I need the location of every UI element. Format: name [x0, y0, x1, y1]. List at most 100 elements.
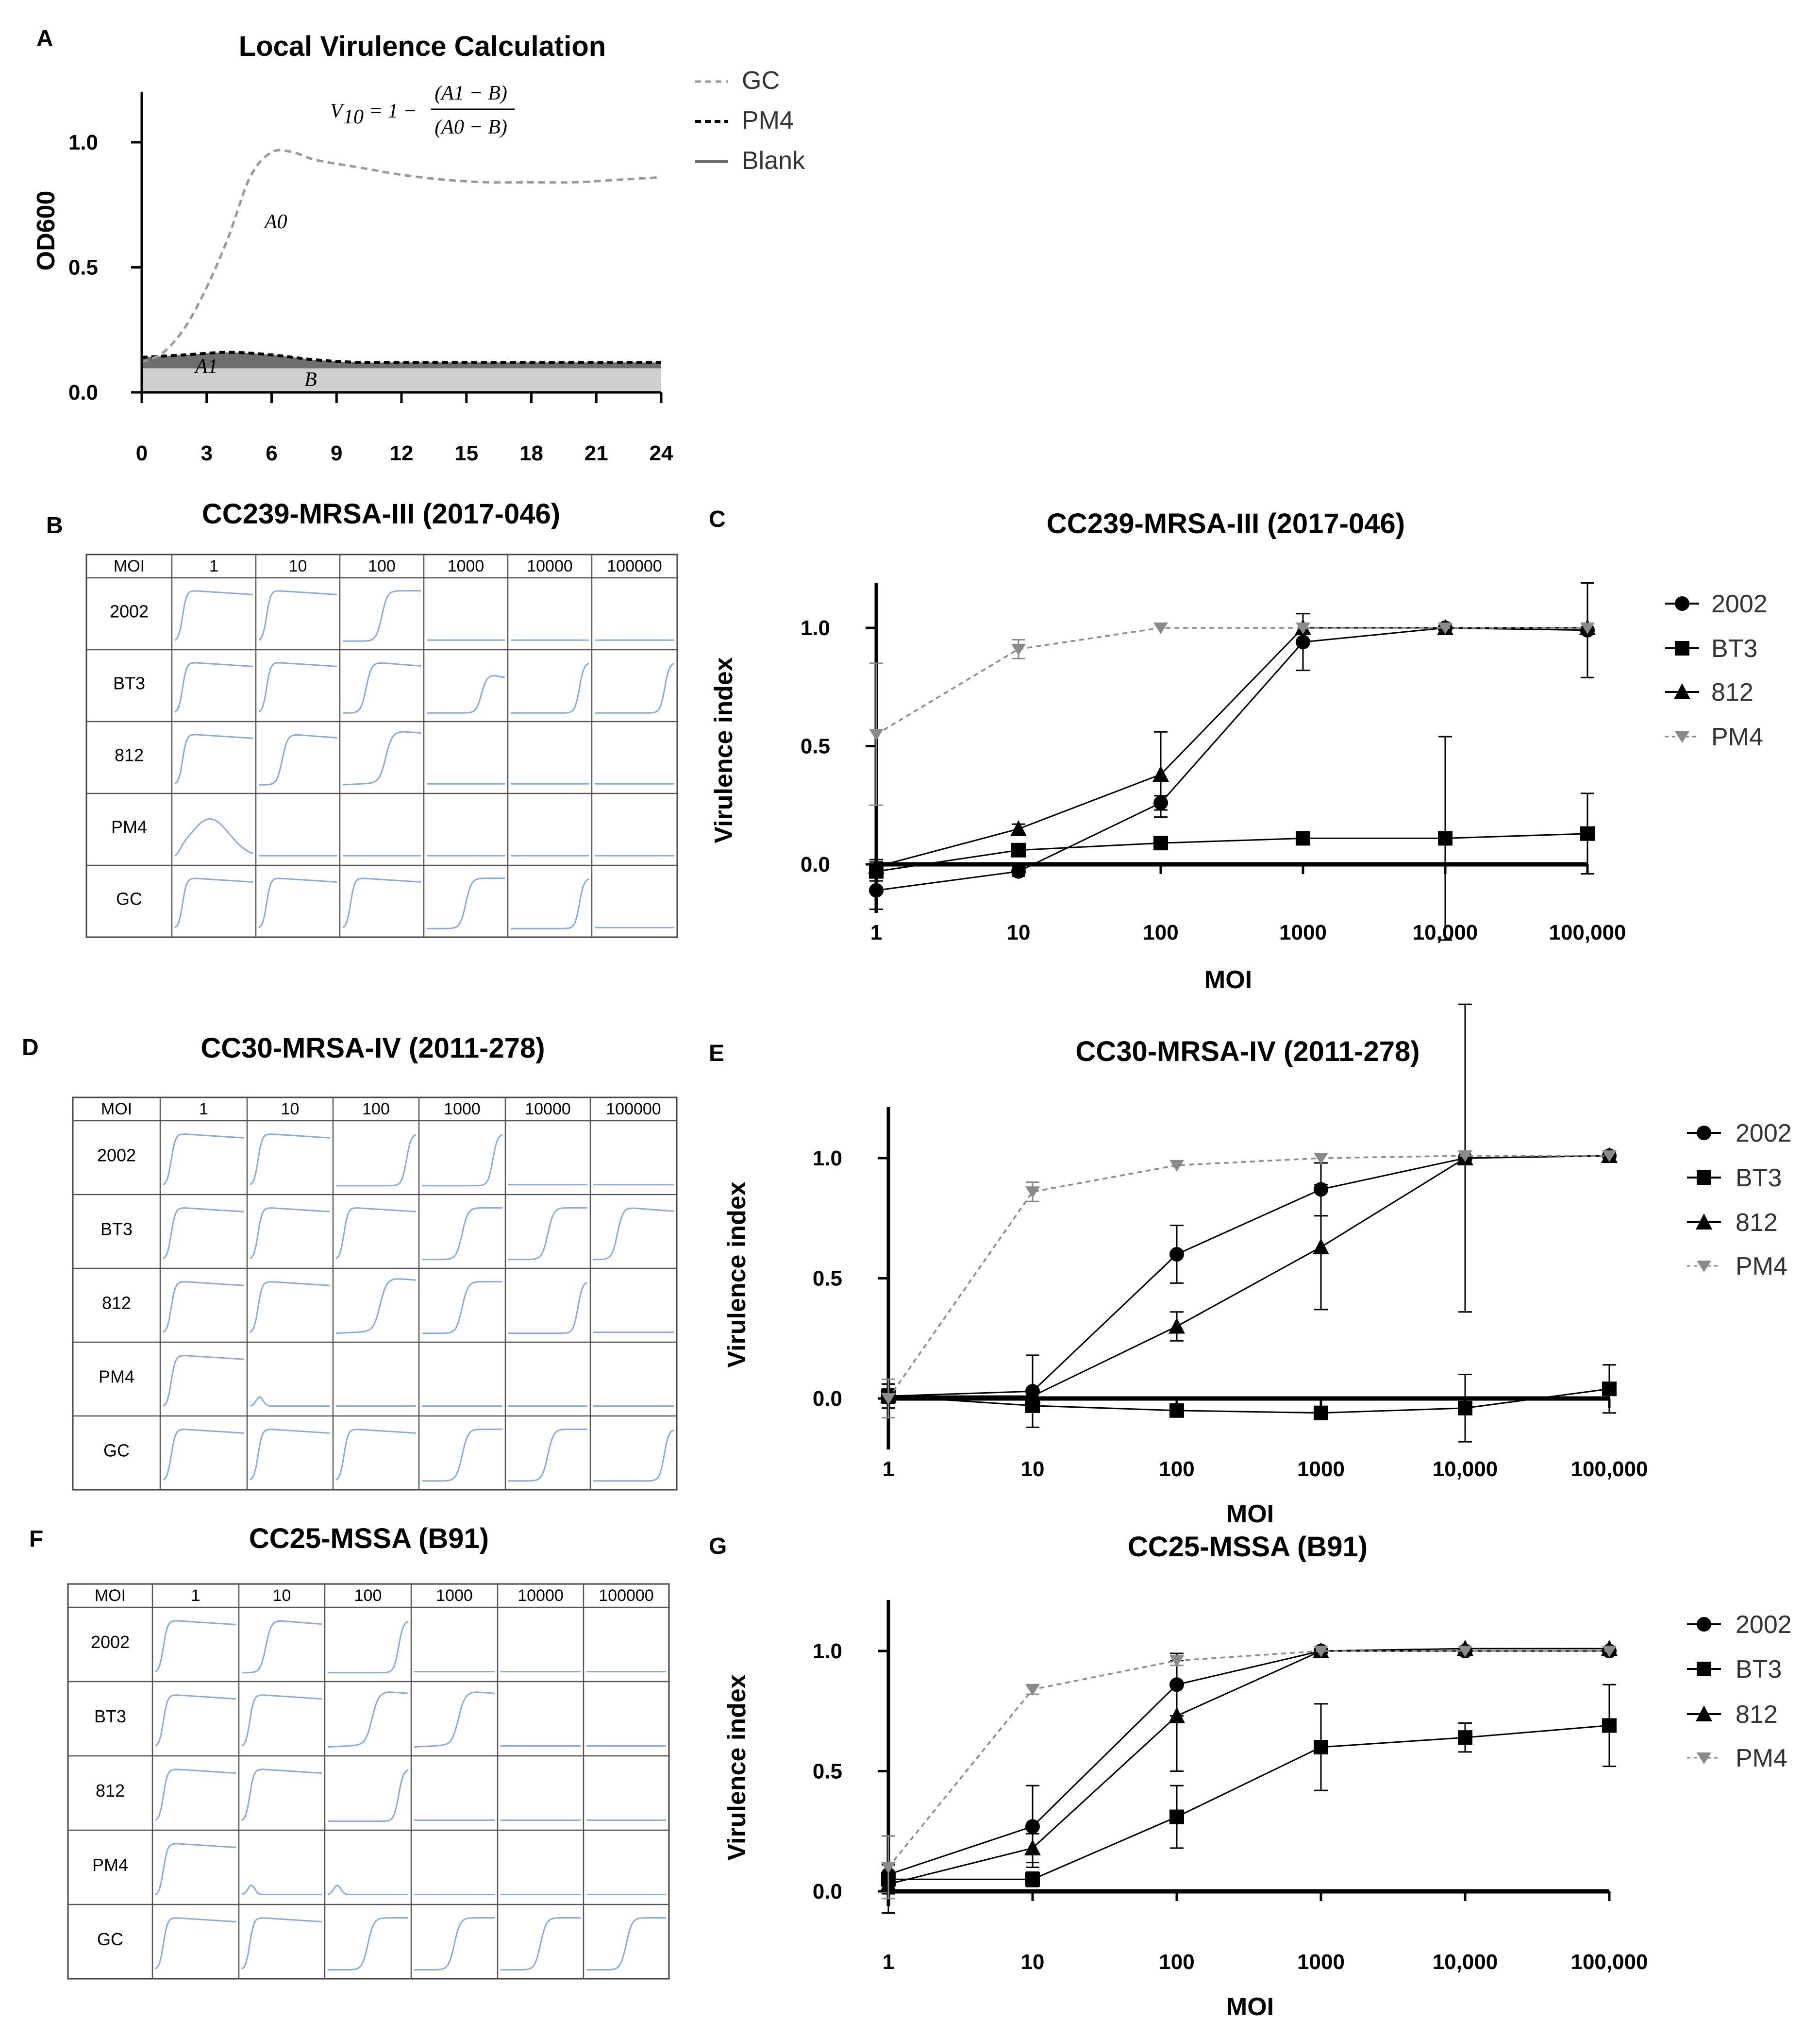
series-line-812: [888, 1155, 1610, 1397]
growth-curve: [155, 1917, 236, 1970]
panel-g: G CC25-MSSA (B91) Virulence index MOI 0.…: [709, 1531, 1792, 2021]
grid-header-cell: 100000: [607, 557, 662, 575]
formula-rhs: = 1 −: [369, 100, 417, 122]
marker-circle: [1296, 635, 1310, 650]
panel-c-x-label: MOI: [1204, 966, 1252, 994]
marker-triangle: [1313, 1238, 1329, 1255]
marker-triangle-down: [1314, 1153, 1328, 1164]
marker-triangle-down: [1011, 643, 1026, 656]
growth-curve: [422, 1280, 502, 1334]
growth-curve: [250, 1429, 331, 1481]
marker-triangle-down: [869, 729, 884, 741]
panel-e: E CC30-MRSA-IV (2011-278) Virulence inde…: [709, 1003, 1792, 1528]
marker-triangle-down: [1458, 1150, 1472, 1162]
growth-curve: [155, 1843, 236, 1895]
panel-f: F CC25-MSSA (B91) MOI 1 10 100 1000 10000 1000…: [29, 1523, 670, 1980]
legend-label-PM4: PM4: [1711, 723, 1763, 751]
series-line-BT3: [888, 1724, 1610, 1880]
growth-curve: [422, 1207, 502, 1261]
series-line-BT3: [888, 1388, 1610, 1414]
growth-curve: [343, 590, 421, 642]
marker-triangle-down: [1296, 623, 1310, 634]
growth-curve: [258, 590, 337, 641]
x-tick-label: 1: [883, 1457, 894, 1481]
y-tick-label: 1.0: [68, 131, 98, 154]
legend-label-2002: 2002: [1736, 1119, 1792, 1147]
grid-header-cell: 1: [209, 557, 218, 575]
growth-curve: [163, 1355, 245, 1407]
marker-triangle-down: [1025, 1684, 1040, 1696]
blank-area: [142, 367, 661, 392]
x-tick-label: 1: [870, 921, 882, 944]
grid-row-label: GC: [116, 889, 142, 909]
growth-curve: [335, 1429, 417, 1481]
marker-square: [1169, 1403, 1184, 1418]
growth-curve: [508, 1207, 587, 1261]
marker-square: [1438, 831, 1453, 846]
grid-header-cell: MOI: [114, 557, 145, 575]
growth-curve: [258, 877, 337, 928]
growth-curve: [328, 1769, 409, 1822]
legend-pm4-label: PM4: [742, 106, 794, 135]
growth-curve: [593, 1207, 674, 1261]
panel-a-label: A: [36, 26, 53, 51]
y-tick-label: 0.5: [801, 735, 830, 758]
marker-square: [1458, 1730, 1472, 1745]
marker-triangle-down: [1602, 1150, 1617, 1162]
panel-c-label: C: [709, 506, 726, 532]
virulence-formula: V 10 = 1 − (A1 − B) (A0 − B): [330, 82, 515, 138]
marker-square: [1580, 826, 1595, 841]
legend-gc-label: GC: [742, 67, 780, 95]
x-tick-label: 10: [1021, 1950, 1045, 1974]
grid-header-cell: 100: [362, 1100, 390, 1118]
panel-d: D CC30-MRSA-IV (2011-278) MOI 1 10 100 1000 1…: [22, 1032, 678, 1491]
marker-triangle-down: [1697, 1261, 1711, 1272]
grid-header-cell: 1: [191, 1586, 200, 1605]
panel-e-x-label: MOI: [1226, 1500, 1274, 1528]
grid-header-cell: 10: [273, 1586, 291, 1605]
marker-triangle: [1024, 1839, 1041, 1855]
grid-row-label: PM4: [99, 1367, 134, 1387]
growth-curve: [163, 1207, 245, 1260]
growth-curve: [508, 1281, 588, 1334]
marker-triangle: [1696, 1705, 1712, 1721]
marker-triangle-down: [1153, 623, 1168, 634]
grid-header-cell: 100: [354, 1586, 382, 1605]
growth-curve: [250, 1396, 330, 1407]
x-tick-label: 10: [1007, 921, 1031, 944]
grid-header-cell: 100000: [606, 1100, 661, 1118]
marker-square: [1458, 1400, 1472, 1415]
marker-triangle: [868, 858, 885, 874]
series-line-812: [876, 627, 1587, 868]
panel-a-legend: GC PM4 Blank: [695, 67, 805, 175]
grid-header-cell: 1000: [448, 557, 484, 575]
legend-label-BT3: BT3: [1736, 1164, 1782, 1192]
legend-blank-label: Blank: [742, 147, 805, 175]
marker-circle: [1169, 1247, 1184, 1262]
x-tick-label: 1000: [1279, 921, 1327, 944]
growth-curve: [422, 1134, 503, 1187]
panel-b-label: B: [46, 513, 63, 539]
series-line-PM4: [887, 1650, 1609, 1868]
panel-g-title: CC25-MSSA (B91): [1128, 1531, 1368, 1563]
formula-subscript: 10: [343, 106, 364, 128]
grid-row-label: PM4: [92, 1855, 128, 1875]
growth-curve: [174, 662, 253, 713]
grid-row-label: PM4: [111, 817, 147, 837]
annot-a1: A1: [194, 355, 218, 378]
marker-triangle-down: [1169, 1655, 1184, 1667]
marker-triangle-down: [881, 1862, 896, 1874]
formula-denominator: (A0 − B): [434, 116, 507, 138]
marker-circle: [1675, 596, 1689, 611]
growth-curve: [586, 1917, 666, 1971]
growth-curve: [163, 1133, 245, 1186]
series-line-812: [888, 1648, 1609, 1885]
growth-curve: [327, 1691, 409, 1748]
growth-curve: [163, 1429, 245, 1481]
x-tick-label: 9: [331, 441, 342, 465]
annot-a0: A0: [263, 211, 287, 233]
marker-triangle-down: [1675, 731, 1689, 743]
marker-triangle: [1024, 1387, 1041, 1404]
growth-curve: [343, 662, 421, 714]
